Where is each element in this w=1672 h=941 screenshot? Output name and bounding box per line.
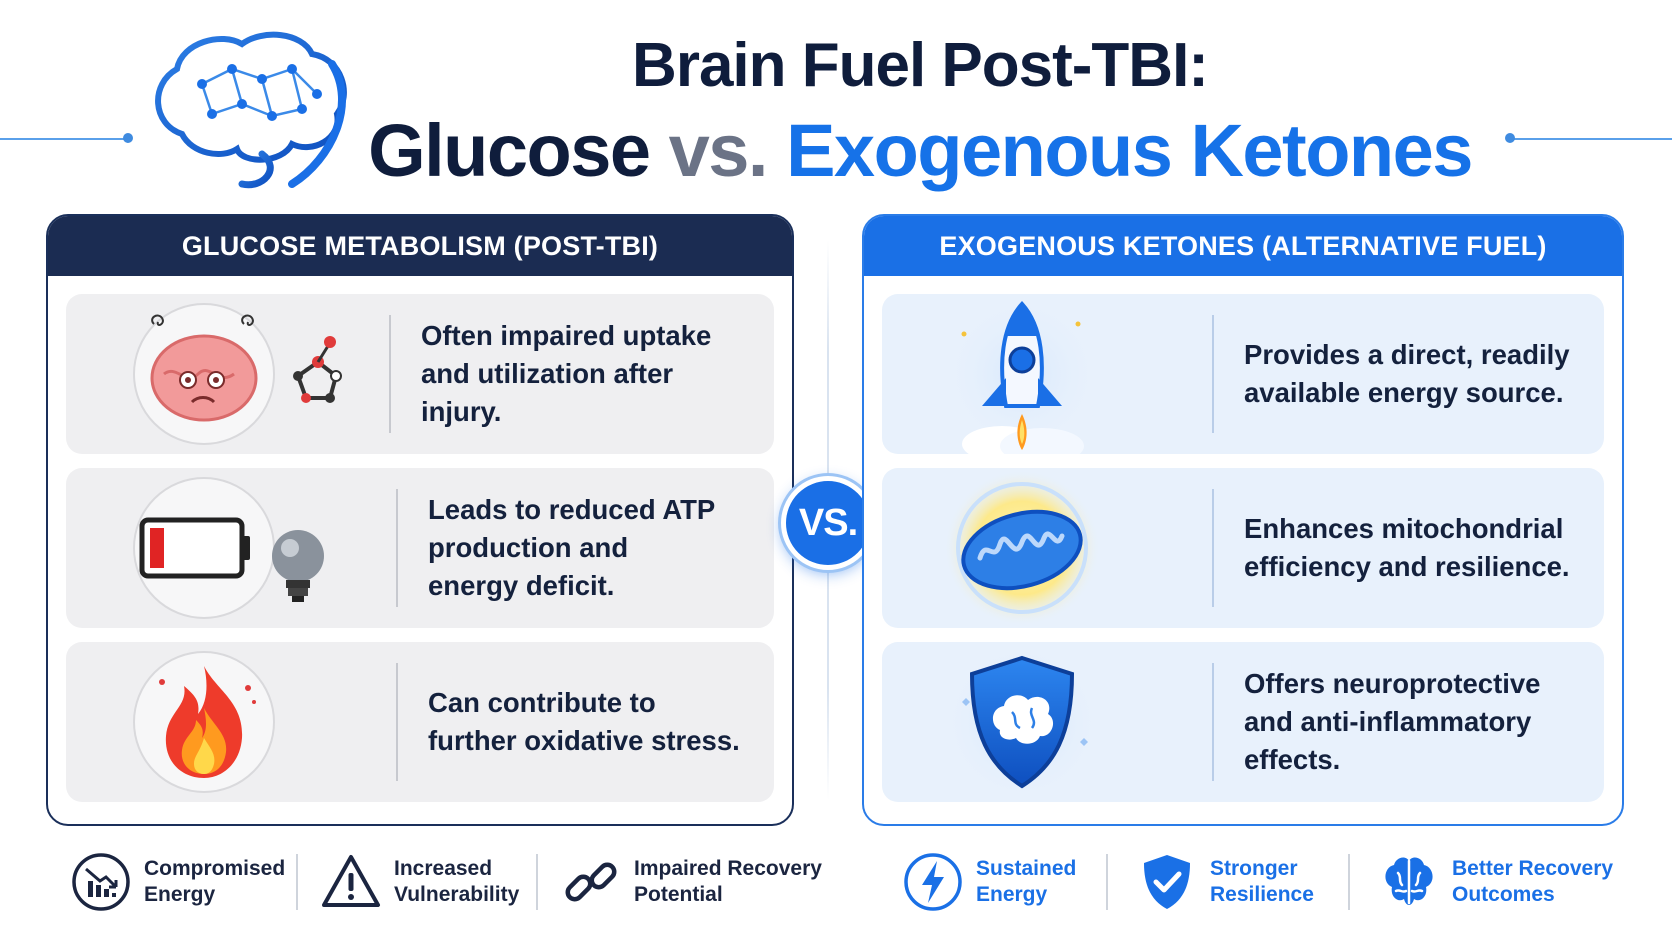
lightning-icon [902, 851, 964, 913]
footer-label: Increased Vulnerability [394, 857, 520, 906]
shield-check-icon [1136, 851, 1198, 913]
header-decor-line-left [0, 138, 128, 140]
brain-icon [1378, 851, 1440, 913]
ketones-card-text: Enhances mitochondrial efficiency and re… [1244, 513, 1570, 582]
ketones-panel-heading: EXOGENOUS KETONES (ALTERNATIVE FUEL) [864, 216, 1622, 276]
declining-chart-icon [70, 851, 132, 913]
rocket-icon [882, 294, 1212, 454]
ketones-card-mitochondria: Enhances mitochondrial efficiency and re… [882, 468, 1604, 628]
footer-better-recovery: Better Recovery Outcomes [1378, 852, 1613, 912]
shield-brain-icon [882, 642, 1212, 802]
mitochondria-icon [882, 468, 1212, 628]
glucose-card-uptake: Often impaired uptake and utilization af… [66, 294, 774, 454]
page-title-line2: Glucose vs. Exogenous Ketones [330, 108, 1510, 193]
broken-link-icon [560, 851, 622, 913]
ketones-card-text: Offers neuroprotective and anti-inflamma… [1244, 668, 1541, 775]
warning-icon [320, 851, 382, 913]
footer-label: Better Recovery Outcomes [1452, 857, 1614, 906]
card-divider [1212, 663, 1214, 781]
ketones-card-text: Provides a direct, readily available ene… [1244, 339, 1570, 408]
stressed-brain-glucose-molecule-icon [66, 294, 389, 454]
footer-increased-vulnerability: Increased Vulnerability [320, 852, 519, 912]
glucose-card-atp: Leads to reduced ATP production and ener… [66, 468, 774, 628]
footer-label: Compromised Energy [144, 857, 286, 906]
footer-sustained-energy: Sustained Energy [902, 852, 1076, 912]
card-divider [396, 663, 398, 781]
brain-network-logo-icon [155, 31, 347, 189]
footer-divider [1106, 854, 1108, 910]
card-divider [389, 315, 391, 433]
flame-icon [66, 642, 396, 802]
title-vs: vs. [668, 109, 769, 192]
card-divider [396, 489, 398, 607]
vs-badge: VS. [781, 476, 875, 570]
glucose-panel: GLUCOSE METABOLISM (POST-TBI) [46, 214, 794, 826]
header-decor-line-right [1514, 138, 1672, 140]
glucose-panel-heading: GLUCOSE METABOLISM (POST-TBI) [48, 216, 792, 276]
footer-label: Stronger Resilience [1210, 857, 1314, 906]
title-ketones: Exogenous Ketones [786, 109, 1473, 192]
footer-divider [536, 854, 538, 910]
low-battery-lightbulb-icon [66, 468, 396, 628]
footer-stronger-resilience: Stronger Resilience [1136, 852, 1314, 912]
footer-impaired-recovery: Impaired Recovery Potential [560, 852, 822, 912]
footer-divider [296, 854, 298, 910]
ketones-card-energy: Provides a direct, readily available ene… [882, 294, 1604, 454]
ketones-card-neuroprotective: Offers neuroprotective and anti-inflamma… [882, 642, 1604, 802]
header-decor-dot-right [1505, 133, 1515, 143]
glucose-card-text: Often impaired uptake and utilization af… [420, 320, 712, 427]
header-decor-dot-left [123, 133, 133, 143]
page-title-line1: Brain Fuel Post-TBI: [632, 31, 1209, 100]
glucose-card-oxidative: Can contribute to further oxidative stre… [66, 642, 774, 802]
title-glucose: Glucose [368, 109, 651, 192]
glucose-card-text: Can contribute to further oxidative stre… [428, 687, 740, 756]
footer-compromised-energy: Compromised Energy [70, 852, 285, 912]
card-divider [1212, 489, 1214, 607]
ketones-panel: EXOGENOUS KETONES (ALTERNATIVE FUEL) [862, 214, 1624, 826]
card-divider [1212, 315, 1214, 433]
glucose-card-text: Leads to reduced ATP production and ener… [428, 494, 716, 601]
footer-label: Impaired Recovery Potential [634, 857, 822, 906]
footer-label: Sustained Energy [976, 857, 1077, 906]
footer-divider [1348, 854, 1350, 910]
